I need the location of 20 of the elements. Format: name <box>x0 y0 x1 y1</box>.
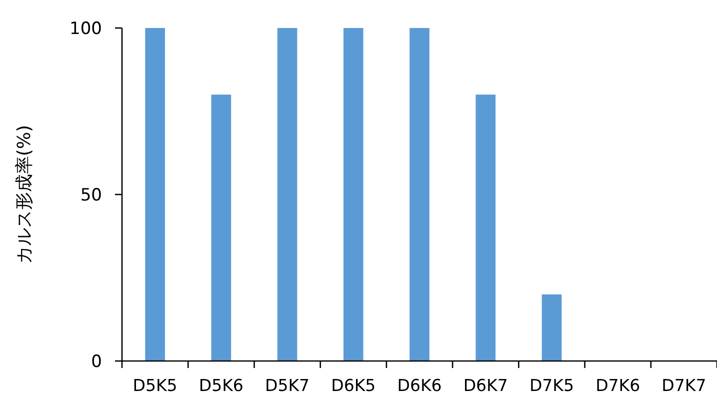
x-tick-label: D5K5 <box>132 376 178 395</box>
bar <box>542 294 562 361</box>
x-tick-label: D5K6 <box>198 376 244 395</box>
y-axis-title: カルス形成率(%) <box>14 124 35 264</box>
bar <box>476 94 496 361</box>
x-tick-label: D6K7 <box>463 376 508 395</box>
x-tick-label: D6K5 <box>331 376 376 395</box>
x-tick-label: D7K6 <box>596 376 640 395</box>
bar <box>410 28 430 361</box>
bar <box>211 94 232 361</box>
x-tick-label: D7K7 <box>662 376 706 395</box>
x-tick-label: D5K7 <box>265 376 310 395</box>
y-tick-label: 100 <box>70 19 102 39</box>
bar <box>277 28 298 361</box>
y-tick-label: 0 <box>91 352 102 372</box>
y-tick-label: 50 <box>80 186 102 206</box>
bar <box>343 28 364 361</box>
x-tick-label: D7K5 <box>529 376 574 395</box>
bar <box>145 28 165 361</box>
x-tick-label: D6K6 <box>397 376 442 395</box>
